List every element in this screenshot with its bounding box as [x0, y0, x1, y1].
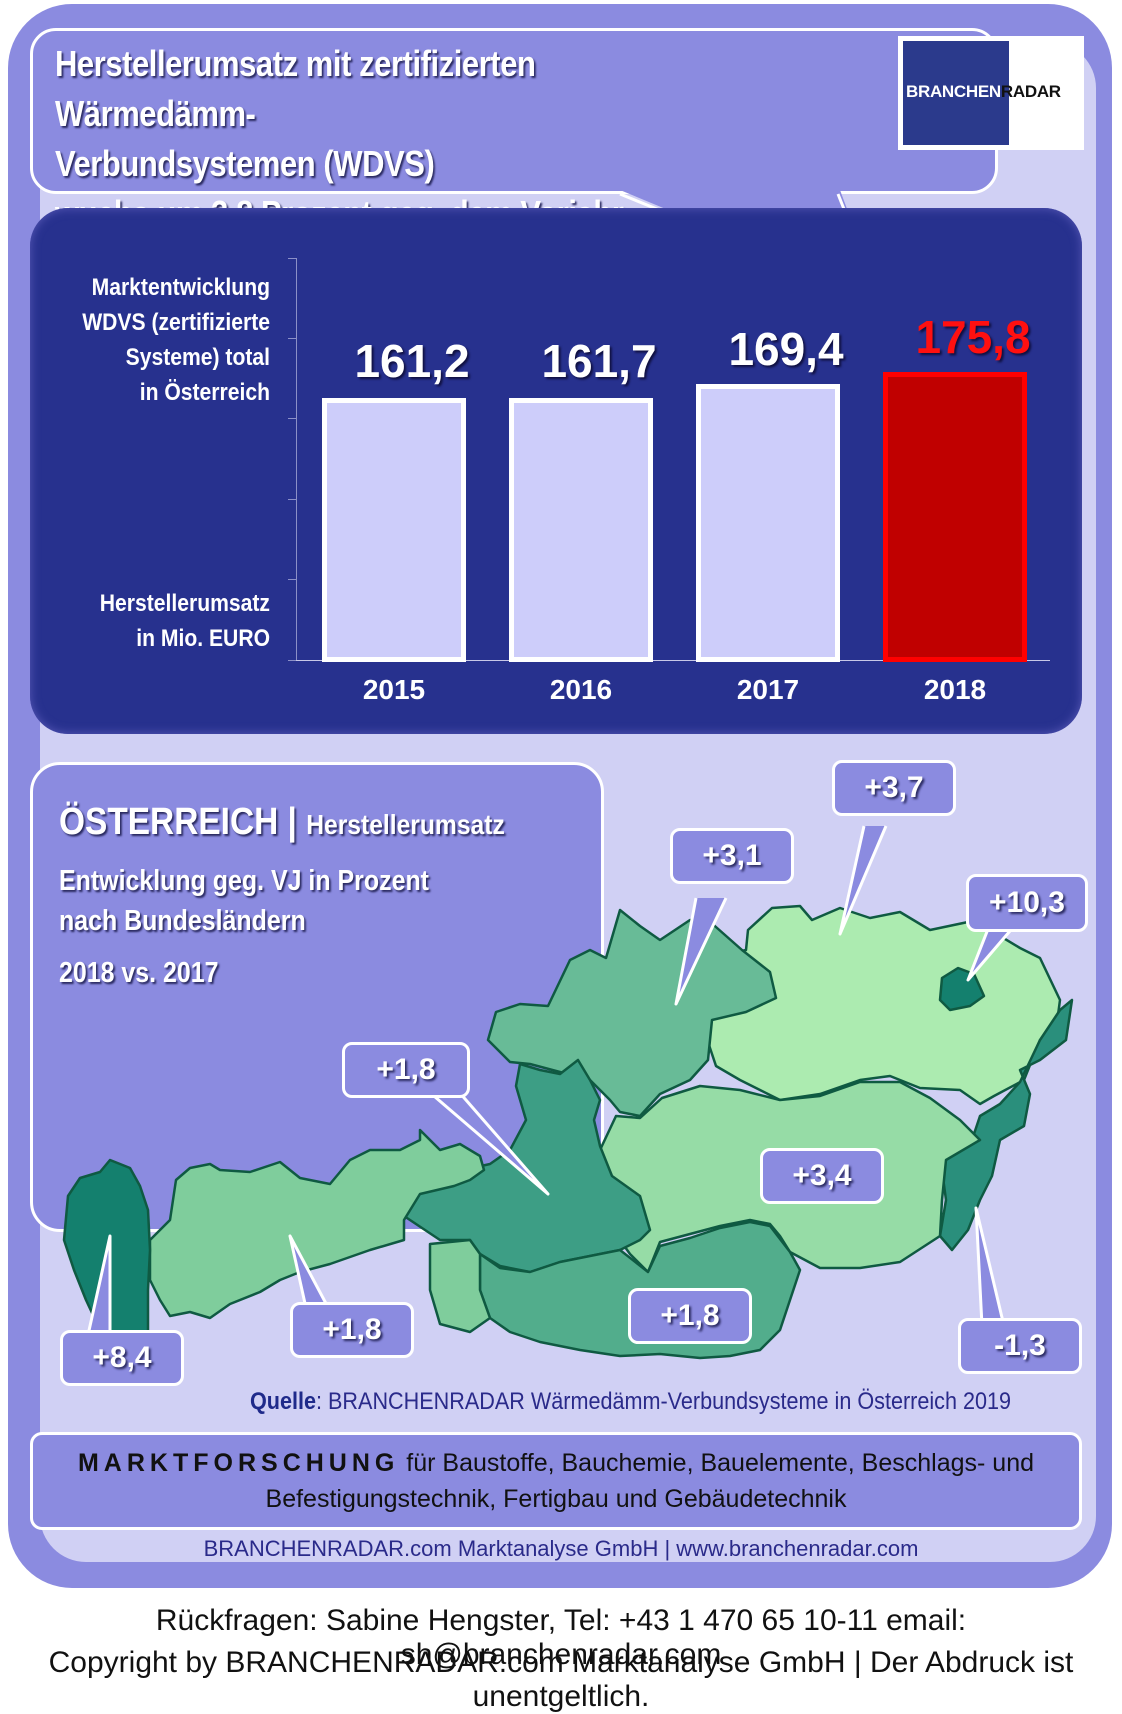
y-axis-tick: [288, 499, 297, 500]
bar-2017: [696, 384, 840, 662]
austria-map: [62, 825, 1074, 1360]
x-tick-2017: 2017: [736, 674, 800, 705]
logo-square: [903, 41, 1009, 145]
map-heading: ÖSTERREICH | Herstellerumsatz: [59, 801, 505, 844]
callout-niederoesterreich: +3,7: [832, 760, 956, 816]
map-heading-country: ÖSTERREICH: [59, 801, 279, 843]
map-subtitle-line: Entwicklung geg. VJ in Prozent: [59, 865, 429, 897]
source-text: : BRANCHENRADAR Wärmedämm-Verbundsysteme…: [316, 1388, 1012, 1415]
map-heading-separator: |: [287, 801, 297, 843]
bar-value-2017: 169,4: [728, 323, 844, 375]
callout-pointer-salzburg: [419, 1082, 550, 1196]
series-label-line: in Österreich: [139, 379, 270, 406]
logo-text-part2: RADAR: [1000, 82, 1061, 101]
callout-vorarlberg: +8,4: [60, 1330, 184, 1386]
region-osttirol: [428, 1238, 492, 1334]
y-axis-label-line: Herstellerumsatz: [99, 590, 270, 617]
bar-2015: [322, 398, 466, 662]
callout-steiermark: +3,4: [760, 1148, 884, 1204]
branchenradar-logo: BRANCHENRADAR: [898, 36, 1084, 150]
bar-chart-panel: Marktentwicklung WDVS (zertifizierte Sys…: [30, 208, 1082, 734]
callout-tirol: +1,8: [290, 1302, 414, 1358]
callout-oberoesterreich: +3,1: [670, 828, 794, 884]
marketing-text: MARKTFORSCHUNG für Baustoffe, Bauchemie,…: [33, 1445, 1079, 1517]
x-tick-2018: 2018: [923, 674, 987, 705]
y-axis-label: Herstellerumsatz in Mio. EURO: [68, 586, 270, 656]
x-tick-2015: 2015: [362, 674, 426, 705]
y-axis-line: [296, 258, 297, 660]
title-line-1: Herstellerumsatz mit zertifizierten Wärm…: [55, 43, 536, 134]
series-label-line: Marktentwicklung: [91, 274, 271, 301]
bar-value-2015: 161,2: [354, 335, 470, 387]
region-wien: [938, 966, 986, 1012]
footer-contact: Rückfragen: Sabine Hengster, Tel: +43 1 …: [155, 1604, 967, 1671]
marketing-line2: Befestigungstechnik, Fertigbau und Gebäu…: [265, 1485, 847, 1513]
y-axis-tick: [288, 258, 297, 259]
region-niederoesterreich: [706, 904, 1062, 1106]
bar-2018: [883, 372, 1027, 662]
map-period: 2018 vs. 2017: [59, 957, 219, 989]
x-axis-line: [296, 660, 1050, 661]
map-subtitle-line: nach Bundesländern: [59, 905, 306, 937]
footer-copyright: Copyright by BRANCHENRADAR.com Marktanal…: [48, 1646, 1074, 1713]
y-axis-tick: [288, 579, 297, 580]
company-line: BRANCHENRADAR.com Marktanalyse GmbH | ww…: [203, 1536, 919, 1561]
chart-series-label: Marktentwicklung WDVS (zertifizierte Sys…: [68, 270, 270, 410]
callout-wien: +10,3: [966, 874, 1088, 932]
marketing-bold: MARKTFORSCHUNG: [77, 1449, 400, 1477]
bar-2016: [509, 398, 653, 662]
callout-kaernten: +1,8: [628, 1288, 752, 1344]
y-axis-tick: [288, 660, 297, 661]
y-axis-label-line: in Mio. EURO: [136, 625, 270, 652]
y-axis-tick: [288, 418, 297, 419]
logo-text: BRANCHENRADAR: [906, 82, 1061, 102]
y-axis-tick: [288, 338, 297, 339]
callout-pointer-vorarlberg: [86, 1234, 112, 1336]
callout-pointer-burgenland: [974, 1206, 1006, 1327]
title-line-2: Verbundsystemen (WDVS): [55, 143, 435, 184]
series-label-line: Systeme) total: [125, 344, 271, 371]
callout-burgenland: -1,3: [958, 1318, 1082, 1374]
series-label-line: WDVS (zertifizierte: [82, 309, 270, 336]
map-heading-sub: Herstellerumsatz: [306, 809, 505, 840]
bar-value-2016: 161,7: [541, 335, 657, 387]
marketing-line1: für Baustoffe, Bauchemie, Bauelemente, B…: [399, 1449, 1035, 1477]
source-label: Quelle: [250, 1388, 317, 1415]
bar-value-2018: 175,8: [915, 311, 1031, 363]
callout-salzburg: +1,8: [342, 1042, 470, 1098]
callout-pointer-niederoesterreich: [838, 825, 888, 936]
callout-pointer-wien: [966, 923, 1018, 982]
callout-pointer-oberoesterreich: [674, 897, 728, 1006]
x-tick-2016: 2016: [549, 674, 613, 705]
region-oberoesterreich: [486, 908, 778, 1118]
map-subtitle: Entwicklung geg. VJ in Prozent nach Bund…: [59, 861, 429, 941]
source-note: Quelle: BRANCHENRADAR Wärmedämm-Verbunds…: [250, 1388, 1011, 1416]
logo-text-part1: BRANCHEN: [906, 82, 1001, 101]
region-tirol: [148, 1128, 486, 1320]
marketing-box: MARKTFORSCHUNG für Baustoffe, Bauchemie,…: [30, 1432, 1082, 1530]
